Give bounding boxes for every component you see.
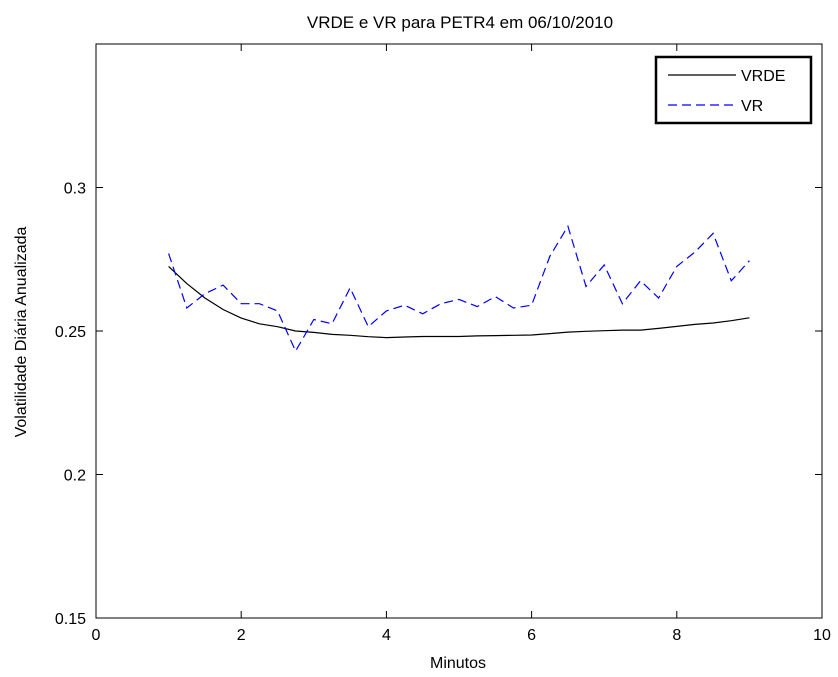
- series-line-vrde: [168, 265, 750, 339]
- x-tick-label: 6: [527, 627, 536, 644]
- legend-box: [654, 55, 813, 125]
- x-tick-label: 10: [813, 627, 831, 644]
- y-tick-label: 0.3: [64, 181, 86, 198]
- plot-frame: [95, 43, 823, 619]
- y-tick-label: 0.2: [64, 468, 86, 485]
- y-tick-label: 0.15: [55, 611, 86, 628]
- y-axis-label: Volatilidade Diária Anualizada: [13, 226, 30, 437]
- x-tick-label: 2: [237, 627, 246, 644]
- plot-area: 0 2 4 6 8 10 0.15 0.2 0.25 0.3 VRDE VR: [55, 43, 831, 644]
- y-tick-label: 0.25: [55, 324, 86, 341]
- chart-title: VRDE e VR para PETR4 em 06/10/2010: [307, 13, 613, 32]
- legend-label-vrde: VRDE: [741, 68, 785, 85]
- x-tick-label: 8: [672, 627, 681, 644]
- x-tick-label: 0: [92, 627, 101, 644]
- x-tick-label: 4: [382, 627, 391, 644]
- x-axis-label: Minutos: [430, 655, 486, 672]
- series-line-vr: [168, 224, 750, 353]
- legend-label-vr: VR: [741, 98, 763, 115]
